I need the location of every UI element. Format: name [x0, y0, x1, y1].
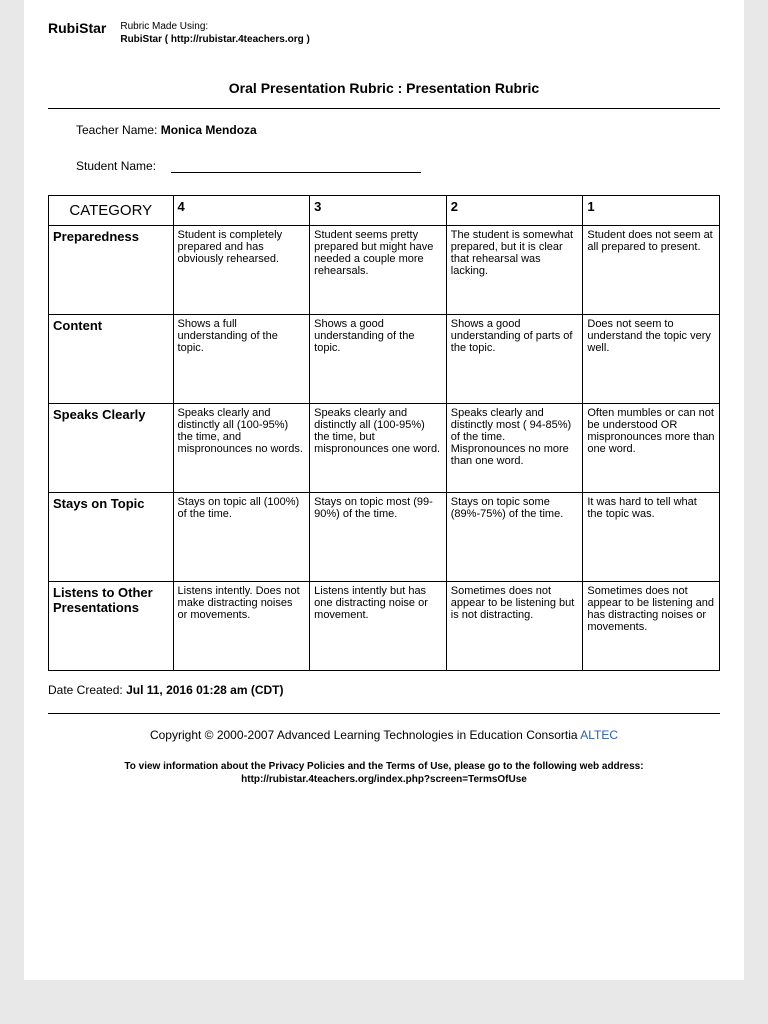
logo: RubiStar	[48, 20, 106, 36]
category-cell: Speaks Clearly	[49, 404, 174, 493]
privacy-notice: To view information about the Privacy Po…	[48, 760, 720, 786]
rubric-cell: Speaks clearly and distinctly most ( 94-…	[446, 404, 583, 493]
table-row: Listens to Other PresentationsListens in…	[49, 582, 720, 671]
copyright-text: Copyright © 2000-2007 Advanced Learning …	[150, 728, 580, 742]
category-cell: Listens to Other Presentations	[49, 582, 174, 671]
rubric-cell: The student is somewhat prepared, but it…	[446, 226, 583, 315]
page: RubiStar Rubric Made Using: RubiStar ( h…	[24, 0, 744, 980]
rubric-cell: Sometimes does not appear to be listenin…	[446, 582, 583, 671]
privacy-line2: http://rubistar.4teachers.org/index.php?…	[48, 773, 720, 786]
rubric-cell: Student seems pretty prepared but might …	[310, 226, 447, 315]
rubric-cell: Speaks clearly and distinctly all (100-9…	[173, 404, 310, 493]
rubric-cell: Stays on topic all (100%) of the time.	[173, 493, 310, 582]
rubric-cell: It was hard to tell what the topic was.	[583, 493, 720, 582]
rubric-cell: Does not seem to understand the topic ve…	[583, 315, 720, 404]
table-row: PreparednessStudent is completely prepar…	[49, 226, 720, 315]
divider	[48, 108, 720, 109]
table-row: Stays on TopicStays on topic all (100%) …	[49, 493, 720, 582]
table-row: Speaks ClearlySpeaks clearly and distinc…	[49, 404, 720, 493]
rubric-cell: Sometimes does not appear to be listenin…	[583, 582, 720, 671]
student-blank-line	[171, 172, 421, 173]
names-block: Teacher Name: Monica Mendoza Student Nam…	[76, 123, 720, 173]
category-cell: Preparedness	[49, 226, 174, 315]
rubric-table: CATEGORY 4 3 2 1 PreparednessStudent is …	[48, 195, 720, 671]
category-cell: Stays on Topic	[49, 493, 174, 582]
header: RubiStar Rubric Made Using: RubiStar ( h…	[48, 20, 720, 46]
date-value: Jul 11, 2016 01:28 am (CDT)	[126, 683, 283, 697]
teacher-value: Monica Mendoza	[161, 123, 257, 137]
rubric-cell: Student is completely prepared and has o…	[173, 226, 310, 315]
rubric-cell: Listens intently but has one distracting…	[310, 582, 447, 671]
score-header-1: 1	[583, 196, 720, 226]
category-header: CATEGORY	[49, 196, 174, 226]
copyright: Copyright © 2000-2007 Advanced Learning …	[48, 728, 720, 742]
rubric-cell: Listens intently. Does not make distract…	[173, 582, 310, 671]
student-row: Student Name:	[76, 159, 720, 173]
rubric-cell: Shows a good understanding of the topic.	[310, 315, 447, 404]
rubric-cell: Speaks clearly and distinctly all (100-9…	[310, 404, 447, 493]
made-using-label: Rubric Made Using:	[120, 20, 309, 33]
copyright-link[interactable]: ALTEC	[580, 728, 618, 742]
rubric-cell: Stays on topic most (99-90%) of the time…	[310, 493, 447, 582]
category-cell: Content	[49, 315, 174, 404]
score-header-3: 3	[310, 196, 447, 226]
document-title: Oral Presentation Rubric : Presentation …	[48, 80, 720, 96]
rubric-cell: Student does not seem at all prepared to…	[583, 226, 720, 315]
score-header-2: 2	[446, 196, 583, 226]
date-created: Date Created: Jul 11, 2016 01:28 am (CDT…	[48, 683, 720, 697]
made-using-source: RubiStar ( http://rubistar.4teachers.org…	[120, 33, 309, 46]
footer-divider	[48, 713, 720, 714]
rubric-cell: Shows a good understanding of parts of t…	[446, 315, 583, 404]
date-label: Date Created:	[48, 683, 123, 697]
student-label: Student Name:	[76, 159, 156, 173]
rubric-cell: Stays on topic some (89%-75%) of the tim…	[446, 493, 583, 582]
privacy-line1: To view information about the Privacy Po…	[48, 760, 720, 773]
made-using: Rubric Made Using: RubiStar ( http://rub…	[120, 20, 309, 46]
rubric-cell: Often mumbles or can not be understood O…	[583, 404, 720, 493]
table-row: ContentShows a full understanding of the…	[49, 315, 720, 404]
table-header-row: CATEGORY 4 3 2 1	[49, 196, 720, 226]
rubric-cell: Shows a full understanding of the topic.	[173, 315, 310, 404]
teacher-label: Teacher Name:	[76, 123, 157, 137]
teacher-row: Teacher Name: Monica Mendoza	[76, 123, 720, 137]
score-header-4: 4	[173, 196, 310, 226]
